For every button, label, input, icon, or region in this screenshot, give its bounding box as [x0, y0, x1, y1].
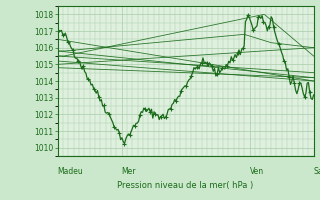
Text: Mer: Mer [122, 167, 136, 176]
Text: Sam|: Sam| [314, 167, 320, 176]
Text: Ven: Ven [250, 167, 264, 176]
Text: Pression niveau de la mer( hPa ): Pression niveau de la mer( hPa ) [117, 181, 254, 190]
Text: Madeu: Madeu [58, 167, 83, 176]
